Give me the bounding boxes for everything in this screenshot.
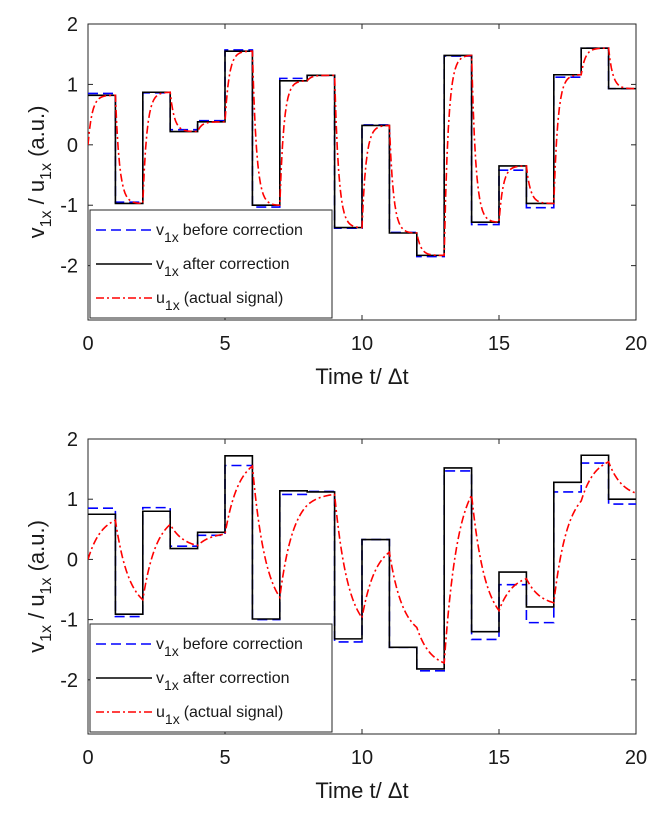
series-line-dashdot — [88, 460, 636, 665]
y-tick-label: 1 — [67, 74, 78, 96]
y-tick-label: 0 — [67, 135, 78, 157]
y-tick-label: -2 — [60, 670, 78, 692]
legend-var: u — [156, 704, 165, 721]
series-line-solid — [88, 454, 636, 670]
legend-text: (actual signal) — [184, 290, 284, 307]
y-label-part: / u — [24, 180, 49, 211]
y-label-part: v — [24, 642, 49, 653]
legend-entry: v1x before correction — [156, 222, 303, 245]
legend-var: v — [156, 256, 164, 273]
series-line-solid — [88, 47, 636, 257]
series-line-dashdot — [88, 47, 636, 257]
x-axis-label: Time t/ Δt — [315, 364, 408, 389]
legend-var: v — [156, 670, 164, 687]
y-label-part: v — [24, 227, 49, 238]
legend-sub: 1x — [165, 711, 180, 727]
x-tick-label: 20 — [625, 333, 647, 355]
x-tick-label: 15 — [488, 747, 510, 769]
legend-sub: 1x — [164, 229, 179, 245]
legend-entry: v1x before correction — [156, 636, 303, 659]
y-tick-label: -2 — [60, 256, 78, 278]
legend-sub: 1x — [164, 263, 179, 279]
series-line-dashed — [88, 462, 636, 672]
x-tick-label: 5 — [219, 333, 230, 355]
legend-entry: u1x (actual signal) — [156, 704, 283, 727]
legend-var: v — [156, 222, 164, 239]
legend-text: after correction — [183, 670, 290, 687]
x-tick-label: 10 — [351, 333, 373, 355]
legend-text: after correction — [183, 256, 290, 273]
x-tick-label: 20 — [625, 747, 647, 769]
y-label-part: (a.u.) — [24, 106, 49, 163]
y-label-part: / u — [24, 594, 49, 625]
legend-entry: v1x after correction — [156, 256, 290, 279]
y-tick-label: -1 — [60, 610, 78, 632]
x-axis-label: Time t/ Δt — [315, 778, 408, 803]
legend-sub: 1x — [164, 677, 179, 693]
y-label-part: 1x — [38, 625, 55, 642]
x-tick-label: 10 — [351, 747, 373, 769]
x-tick-label: 0 — [82, 333, 93, 355]
x-tick-label: 0 — [82, 747, 93, 769]
y-tick-label: 2 — [67, 14, 78, 36]
legend-entry: v1x after correction — [156, 670, 290, 693]
legend-text: (actual signal) — [184, 704, 284, 721]
legend-sub: 1x — [164, 643, 179, 659]
legend-var: v — [156, 636, 164, 653]
legend-text: before correction — [183, 636, 303, 653]
y-label-part: 1x — [38, 211, 55, 228]
legend-sub: 1x — [165, 297, 180, 313]
y-axis-label: v1x / u1x (a.u.) — [24, 106, 55, 239]
y-tick-label: 2 — [67, 429, 78, 451]
legend-var: u — [156, 290, 165, 307]
legend-text: before correction — [183, 222, 303, 239]
x-tick-label: 15 — [488, 333, 510, 355]
y-tick-label: -1 — [60, 195, 78, 217]
legend-entry: u1x (actual signal) — [156, 290, 283, 313]
x-tick-label: 5 — [219, 747, 230, 769]
y-tick-label: 1 — [67, 489, 78, 511]
y-label-part: 1x — [38, 578, 55, 595]
y-axis-label: v1x / u1x (a.u.) — [24, 520, 55, 653]
y-label-part: 1x — [38, 163, 55, 180]
y-label-part: (a.u.) — [24, 520, 49, 577]
y-tick-label: 0 — [67, 549, 78, 571]
